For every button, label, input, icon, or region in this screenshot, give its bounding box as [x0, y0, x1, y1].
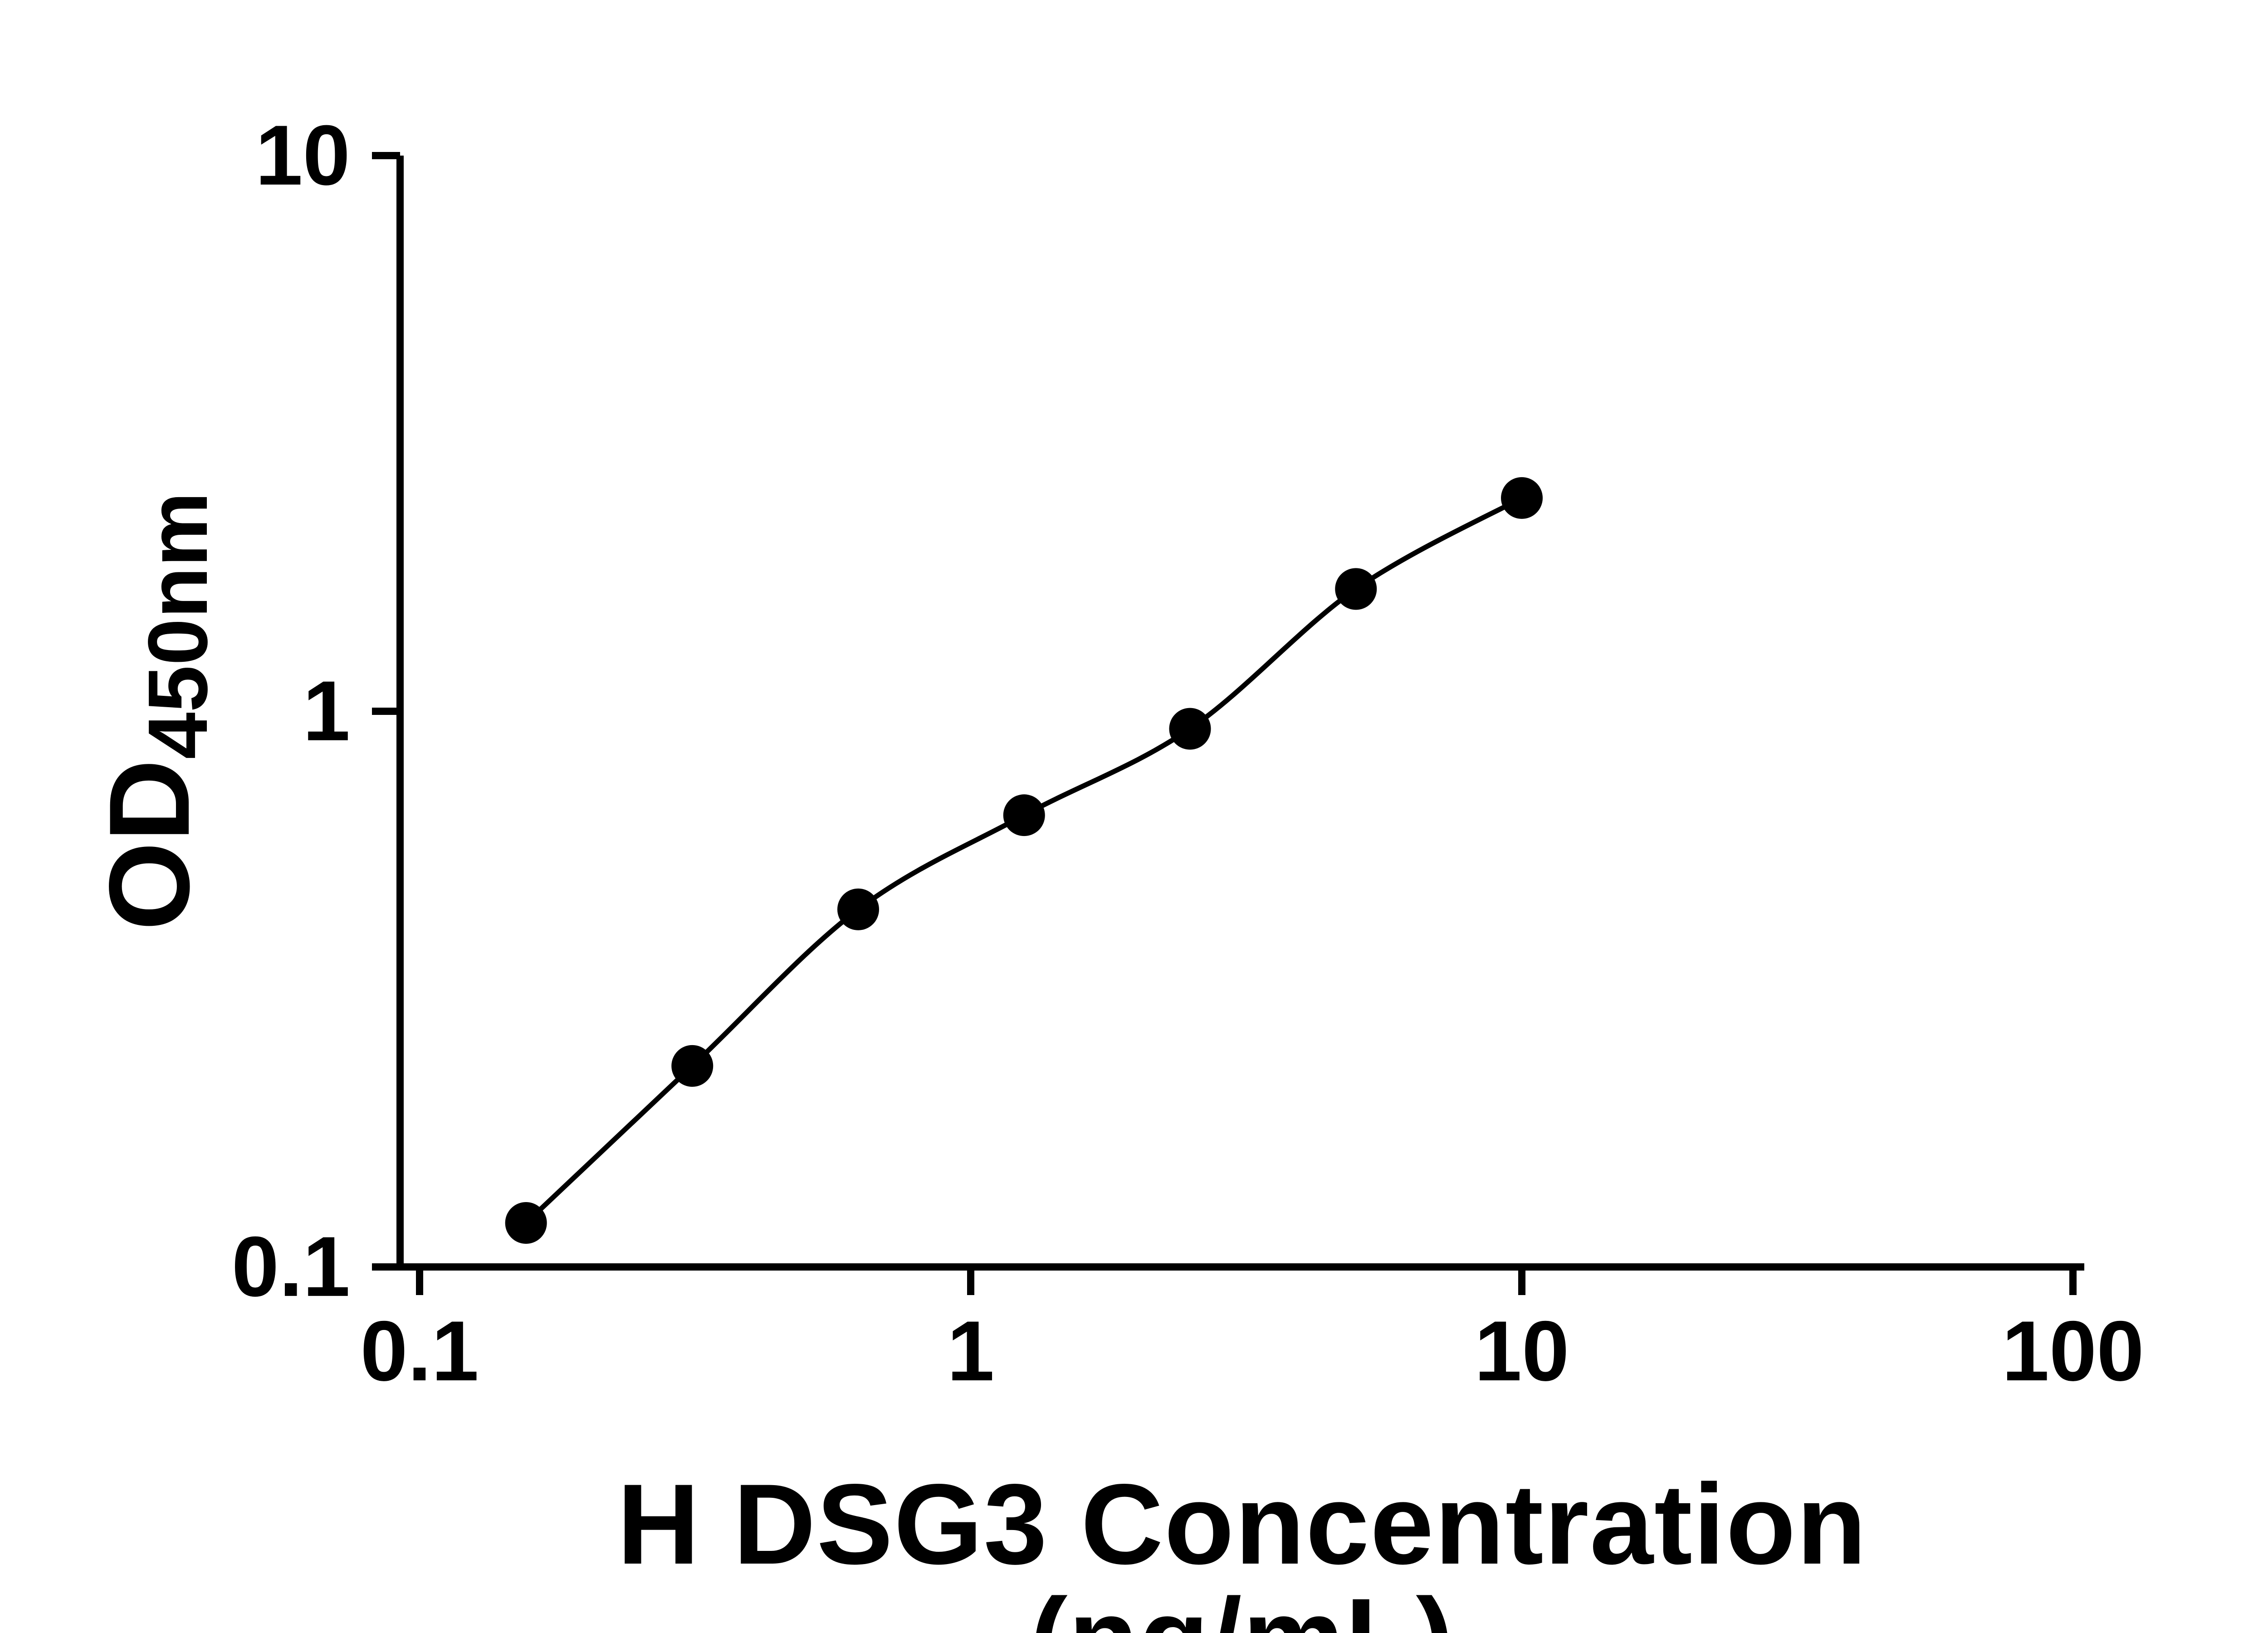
x-axis-title: H DSG3 Concentration (ng/mL): [617, 1461, 1867, 1633]
y-axis-title: OD450nm: [86, 492, 225, 930]
x-tick-label: 10: [1474, 1303, 1569, 1398]
data-point: [1335, 568, 1377, 610]
data-point: [1003, 794, 1045, 836]
fit-line: [524, 495, 1523, 1225]
x-tick-label: 100: [2002, 1303, 2144, 1398]
y-axis-title-subscript: 450nm: [131, 492, 225, 759]
x-tick-label: 0.1: [360, 1303, 479, 1398]
data-point: [505, 1202, 547, 1244]
y-axis-title-main: OD: [86, 759, 213, 931]
data-point: [837, 888, 879, 930]
x-tick-label: 1: [947, 1303, 995, 1398]
y-tick-label: 0.1: [232, 1219, 350, 1314]
data-point: [1169, 708, 1211, 750]
data-point: [1501, 477, 1543, 519]
data-point: [671, 1045, 714, 1087]
y-tick-label: 1: [303, 663, 350, 758]
y-tick-label: 10: [255, 108, 350, 203]
